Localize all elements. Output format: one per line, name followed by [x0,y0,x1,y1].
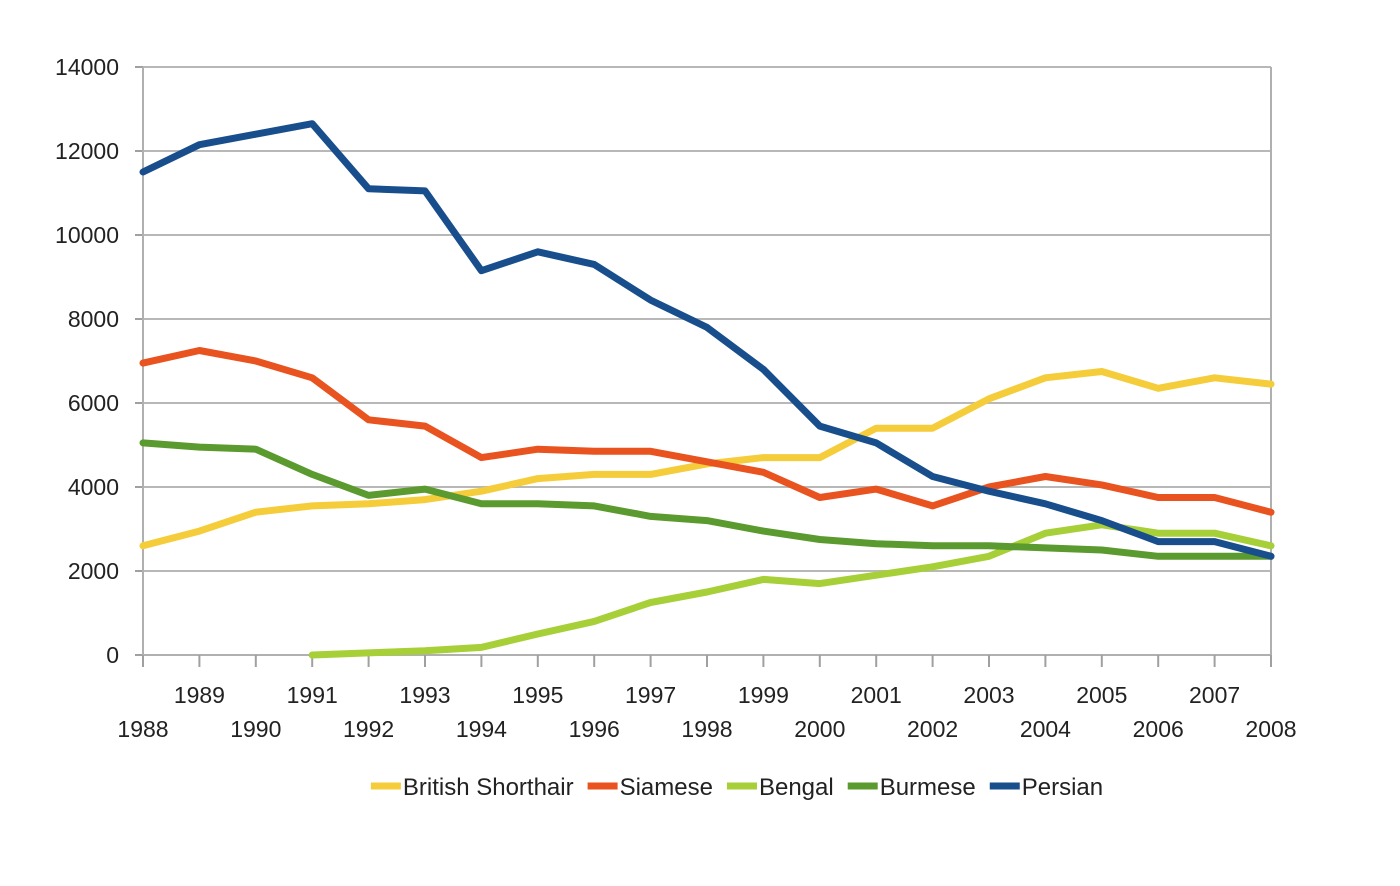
gridlines [143,66,1271,572]
x-tick-label: 1998 [681,716,732,742]
x-tick-label: 1994 [456,716,507,742]
legend-item-persian: Persian [989,774,1103,801]
legend-item-siamese: Siamese [587,774,713,801]
x-tick-label: 2003 [963,682,1014,708]
legend-label: Bengal [759,774,834,801]
legend-item-british-shorthair: British Shorthair [370,774,574,801]
series-line-siamese [139,347,1275,516]
legend-item-burmese: Burmese [847,774,976,801]
x-tick-label: 1995 [512,682,563,708]
x-tick-label: 1988 [117,716,168,742]
x-tick-label: 1990 [230,716,281,742]
y-tick-label: 6000 [68,390,119,416]
legend-item-bengal: Bengal [726,774,834,801]
series-line-bengal [308,521,1275,659]
y-tick-label: 8000 [68,306,119,332]
x-axis-tick-labels: 1988198919901991199219931994199519961997… [117,682,1296,742]
x-tick-label: 1993 [399,682,450,708]
x-tick-label: 2008 [1245,716,1296,742]
y-tick-label: 10000 [55,222,119,248]
x-tick-label: 1992 [343,716,394,742]
legend: British Shorthair Siamese Bengal Burmese Per… [370,774,1103,801]
x-tick-label: 2000 [794,716,845,742]
legend-label: Persian [1022,774,1103,801]
x-tick-label: 1999 [738,682,789,708]
x-tick-label: 2005 [1076,682,1127,708]
x-tick-label: 1996 [569,716,620,742]
y-tick-label: 2000 [68,558,119,584]
x-tick-label: 1997 [625,682,676,708]
y-axis-tick-labels: 0 2000 4000 6000 8000 10000 12000 14000 [55,54,119,668]
legend-label: British Shorthair [403,774,574,801]
y-tick-label: 0 [106,642,119,668]
x-tick-label: 2006 [1133,716,1184,742]
x-tick-label: 2002 [907,716,958,742]
y-tick-label: 14000 [55,54,119,80]
x-tick-label: 1989 [174,682,225,708]
series-line-burmese [139,439,1275,560]
axes [135,66,1272,667]
legend-label: Siamese [620,774,713,801]
x-tick-label: 2007 [1189,682,1240,708]
y-tick-label: 4000 [68,474,119,500]
series-line-persian [139,120,1275,560]
legend-label: Burmese [880,774,976,801]
y-tick-label: 12000 [55,138,119,164]
x-tick-label: 1991 [287,682,338,708]
x-tick-label: 2004 [1020,716,1071,742]
x-tick-label: 2001 [851,682,902,708]
series-lines [139,120,1275,659]
